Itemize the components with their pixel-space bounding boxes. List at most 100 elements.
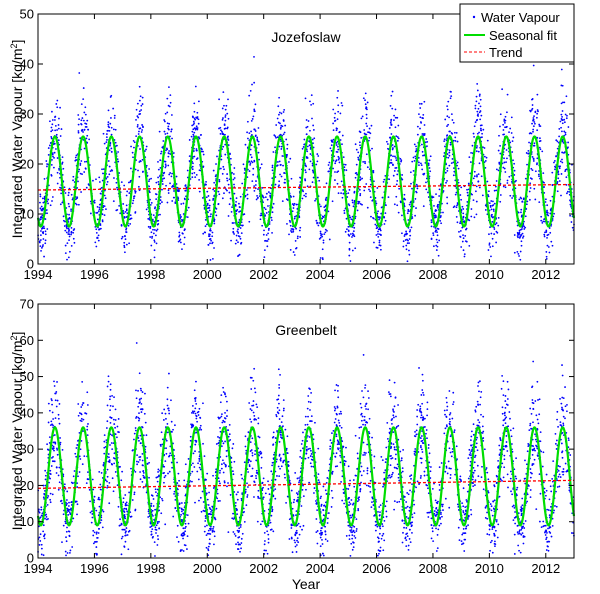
- legend: Water Vapour Seasonal fit Trend: [459, 3, 575, 63]
- water-vapour-point: [50, 135, 53, 138]
- water-vapour-point: [459, 235, 461, 238]
- water-vapour-point: [167, 472, 169, 475]
- water-vapour-point: [213, 535, 216, 538]
- water-vapour-point: [178, 231, 181, 234]
- water-vapour-point: [441, 515, 443, 518]
- water-vapour-point: [164, 112, 167, 115]
- water-vapour-point: [324, 525, 327, 528]
- water-vapour-point: [80, 103, 83, 106]
- water-vapour-point: [346, 228, 348, 231]
- water-vapour-point: [474, 107, 477, 110]
- water-vapour-point: [106, 385, 109, 388]
- water-vapour-point: [356, 500, 359, 503]
- water-vapour-point: [318, 532, 321, 535]
- water-vapour-point: [532, 128, 535, 131]
- water-vapour-point: [504, 121, 506, 124]
- water-vapour-point: [279, 122, 281, 125]
- water-vapour-point: [125, 208, 128, 211]
- water-vapour-point: [250, 134, 253, 136]
- water-vapour-point: [366, 443, 369, 446]
- water-vapour-point: [450, 95, 453, 98]
- water-vapour-point: [282, 164, 284, 167]
- water-vapour-point: [453, 170, 456, 173]
- water-vapour-point: [84, 167, 87, 170]
- water-vapour-point: [521, 504, 524, 507]
- water-vapour-point: [512, 159, 514, 162]
- water-vapour-point: [153, 256, 156, 259]
- water-vapour-point: [475, 95, 478, 98]
- water-vapour-point: [455, 215, 458, 218]
- water-vapour-point: [410, 226, 413, 229]
- water-vapour-point: [257, 127, 260, 129]
- water-vapour-point: [68, 239, 70, 242]
- water-vapour-point: [113, 177, 115, 179]
- water-vapour-point: [80, 417, 83, 420]
- water-vapour-point: [553, 161, 555, 164]
- water-vapour-point: [162, 140, 165, 142]
- water-vapour-point: [79, 458, 82, 460]
- water-vapour-point: [488, 202, 491, 205]
- water-vapour-point: [67, 202, 70, 205]
- water-vapour-point: [263, 229, 265, 232]
- water-vapour-point: [154, 234, 157, 237]
- water-vapour-point: [405, 230, 407, 233]
- water-vapour-point: [313, 487, 316, 489]
- water-vapour-point: [358, 130, 361, 133]
- water-vapour-point: [282, 111, 285, 113]
- water-vapour-point: [446, 409, 448, 412]
- water-vapour-point: [286, 147, 289, 150]
- water-vapour-point: [446, 125, 448, 128]
- water-vapour-point: [361, 115, 364, 118]
- water-vapour-point: [506, 157, 508, 160]
- water-vapour-point: [545, 489, 548, 492]
- water-vapour-point: [348, 234, 351, 237]
- water-vapour-point: [338, 161, 341, 164]
- water-vapour-point: [47, 402, 50, 405]
- water-vapour-point: [142, 170, 144, 173]
- water-vapour-point: [235, 543, 237, 546]
- water-vapour-point: [99, 192, 102, 195]
- water-vapour-point: [108, 149, 111, 152]
- water-vapour-point: [51, 119, 54, 121]
- water-vapour-point: [164, 163, 167, 166]
- water-vapour-point: [149, 227, 152, 230]
- water-vapour-point: [499, 200, 502, 203]
- water-vapour-point: [463, 513, 466, 516]
- water-vapour-point: [227, 183, 230, 186]
- water-vapour-point: [59, 186, 61, 189]
- water-vapour-point: [217, 190, 220, 193]
- water-vapour-point: [413, 512, 416, 514]
- water-vapour-point: [227, 98, 229, 101]
- water-vapour-point: [133, 146, 135, 149]
- water-vapour-point: [169, 487, 171, 490]
- water-vapour-point: [45, 209, 48, 211]
- water-vapour-point: [559, 120, 562, 123]
- water-vapour-point: [522, 525, 525, 528]
- water-vapour-point: [166, 148, 169, 151]
- water-vapour-point: [524, 215, 527, 218]
- water-vapour-point: [422, 173, 425, 176]
- water-vapour-point: [201, 197, 204, 199]
- water-vapour-point: [222, 91, 225, 93]
- water-vapour-point: [171, 172, 174, 175]
- water-vapour-point: [518, 255, 520, 257]
- water-vapour-point: [477, 150, 480, 153]
- water-vapour-point: [142, 472, 145, 474]
- water-vapour-point: [309, 160, 312, 163]
- water-vapour-point: [553, 509, 555, 512]
- water-vapour-point: [477, 381, 480, 384]
- water-vapour-point: [124, 235, 126, 237]
- water-vapour-point: [517, 252, 520, 255]
- water-vapour-point: [159, 159, 162, 162]
- water-vapour-point: [367, 131, 369, 134]
- water-vapour-point: [394, 108, 397, 111]
- water-vapour-point: [244, 194, 247, 197]
- water-vapour-point: [389, 136, 392, 139]
- water-vapour-point: [561, 158, 563, 161]
- water-vapour-point: [367, 390, 369, 393]
- water-vapour-point: [278, 384, 281, 386]
- water-vapour-point: [167, 125, 170, 128]
- water-vapour-point: [344, 230, 347, 233]
- water-vapour-point: [112, 405, 114, 408]
- water-vapour-point: [259, 218, 262, 221]
